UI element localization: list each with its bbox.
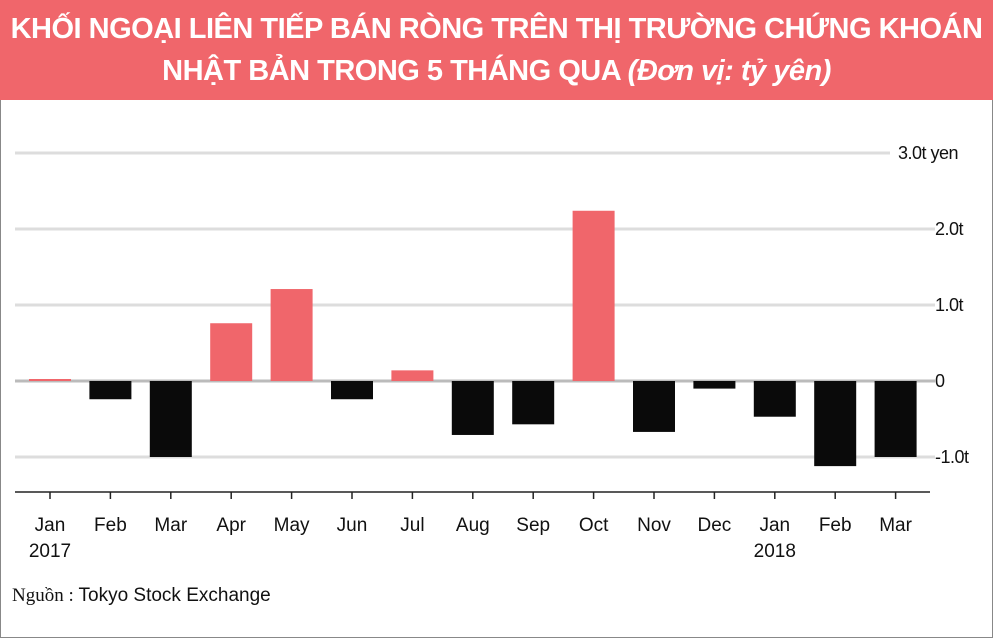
y-tick-label: -1.0t: [935, 447, 969, 467]
y-tick-label: 1.0t: [935, 295, 964, 315]
year-label: 2018: [754, 541, 796, 562]
x-tick-label: May: [274, 515, 310, 536]
bar-sep: [512, 381, 555, 425]
x-tick-label: Feb: [94, 515, 127, 536]
x-tick-label: Jun: [337, 515, 368, 536]
bar-may: [270, 289, 313, 381]
bar-feb: [89, 381, 132, 400]
x-tick-label: Aug: [456, 515, 490, 536]
unit-label: (Đơn vị: tỷ yên): [627, 55, 832, 87]
bar-mar: [874, 381, 917, 457]
chart-title-banner: KHỐI NGOẠI LIÊN TIẾP BÁN RÒNG TRÊN THỊ T…: [0, 0, 993, 100]
x-tick-label: Nov: [637, 515, 671, 536]
bar-aug: [451, 381, 494, 435]
source-note: Nguồn : Tokyo Stock Exchange: [12, 585, 271, 607]
y-tick-label: 2.0t: [935, 219, 964, 239]
year-label: 2017: [29, 541, 71, 562]
source-text: Tokyo Stock Exchange: [78, 585, 271, 606]
bar-feb: [814, 381, 857, 467]
title-line-2: NHẬT BẢN TRONG 5 THÁNG QUA: [162, 55, 621, 87]
x-tick-label: Jan: [759, 515, 790, 536]
bar-oct: [572, 210, 615, 381]
bar-jul: [391, 370, 434, 381]
x-tick-label: Mar: [879, 515, 912, 536]
bar-mar: [149, 381, 192, 457]
x-tick-label: Oct: [579, 515, 609, 536]
bar-jun: [331, 381, 373, 400]
bar-dec: [693, 381, 736, 389]
x-tick-label: Jul: [400, 515, 424, 536]
x-tick-label: Feb: [819, 515, 852, 536]
x-tick-label: Apr: [216, 515, 246, 536]
bar-jan: [753, 381, 796, 417]
bar-jan: [29, 379, 71, 381]
x-tick-label: Dec: [698, 515, 732, 536]
bar-nov: [633, 381, 675, 432]
y-tick-label: 0: [935, 371, 945, 391]
source-prefix: Nguồn :: [12, 585, 79, 606]
x-tick-label: Jan: [35, 515, 66, 536]
x-tick-label: Sep: [516, 515, 550, 536]
bar-apr: [210, 323, 253, 381]
x-tick-label: Mar: [154, 515, 187, 536]
title-line-1: KHỐI NGOẠI LIÊN TIẾP BÁN RÒNG TRÊN THỊ T…: [10, 13, 983, 45]
y-tick-label: 3.0t yen: [898, 143, 958, 163]
